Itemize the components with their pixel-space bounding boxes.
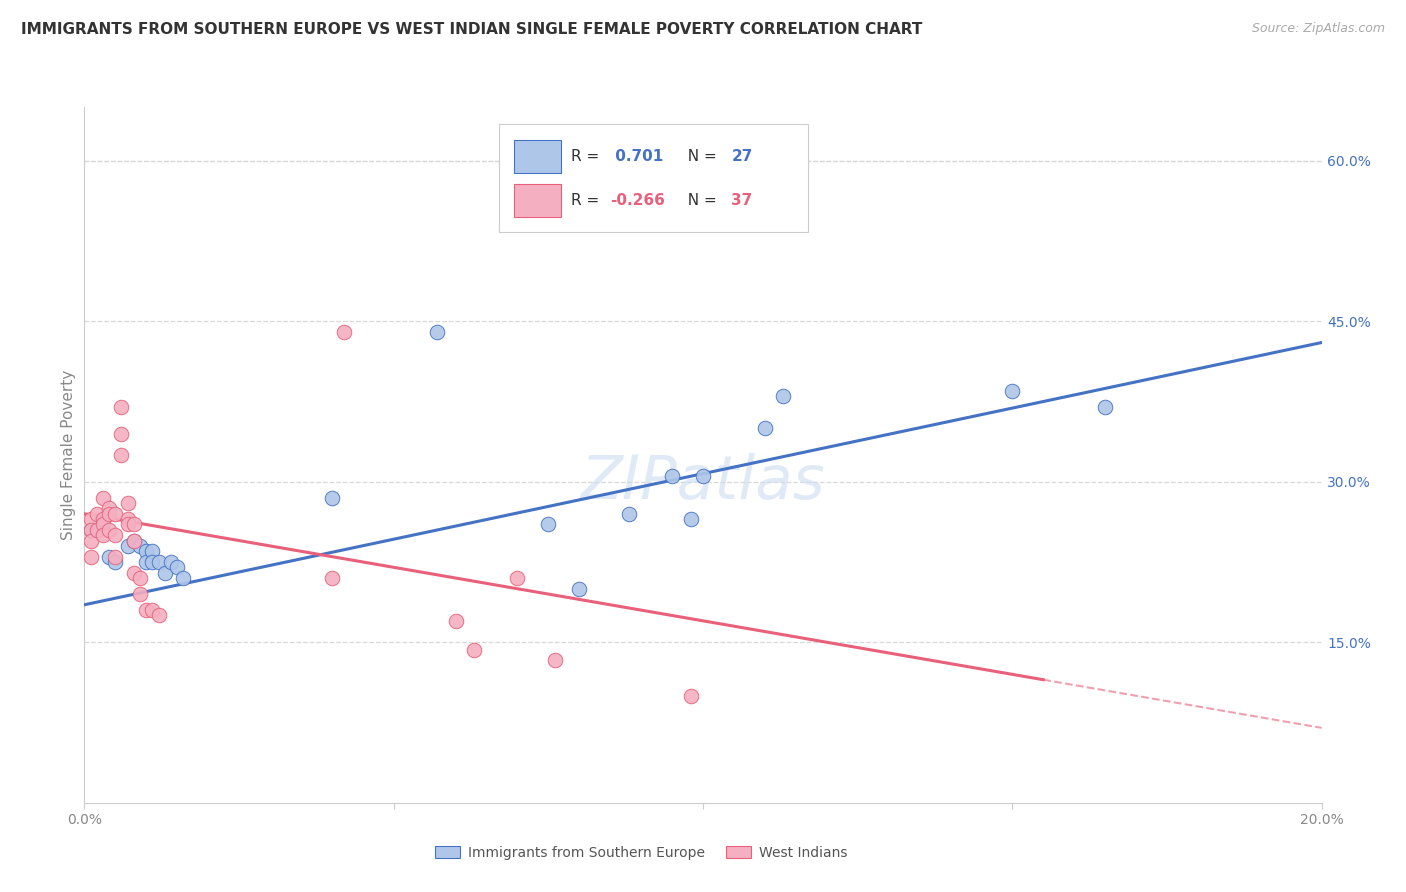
FancyBboxPatch shape: [513, 184, 561, 217]
Point: [117, 512, 139, 526]
Point: [543, 653, 565, 667]
Point: [617, 507, 640, 521]
Point: [1094, 400, 1116, 414]
Text: N =: N =: [678, 193, 721, 208]
Point: [98, 501, 121, 516]
Point: [444, 614, 467, 628]
Text: R =: R =: [571, 149, 603, 164]
Y-axis label: Single Female Poverty: Single Female Poverty: [60, 370, 76, 540]
Legend: Immigrants from Southern Europe, West Indians: Immigrants from Southern Europe, West In…: [429, 840, 853, 865]
Point: [463, 642, 485, 657]
Point: [91, 491, 114, 505]
Point: [129, 587, 152, 601]
Point: [117, 496, 139, 510]
Point: [141, 603, 163, 617]
Point: [568, 582, 591, 596]
Point: [141, 544, 163, 558]
Point: [79, 512, 101, 526]
Point: [1001, 384, 1024, 398]
Point: [104, 528, 127, 542]
Point: [141, 555, 163, 569]
Point: [91, 528, 114, 542]
FancyBboxPatch shape: [513, 140, 561, 173]
Text: -0.266: -0.266: [610, 193, 665, 208]
Point: [754, 421, 776, 435]
Point: [135, 603, 157, 617]
Point: [122, 533, 145, 548]
Point: [91, 512, 114, 526]
Text: 37: 37: [731, 193, 752, 208]
Point: [98, 507, 121, 521]
Text: 27: 27: [731, 149, 752, 164]
Point: [110, 448, 132, 462]
Point: [679, 512, 702, 526]
Point: [160, 555, 183, 569]
Point: [91, 517, 114, 532]
Point: [166, 560, 188, 574]
Point: [333, 325, 356, 339]
Point: [135, 555, 157, 569]
Point: [122, 533, 145, 548]
Point: [692, 469, 714, 483]
Point: [679, 689, 702, 703]
Point: [117, 517, 139, 532]
Text: N =: N =: [678, 149, 721, 164]
Point: [79, 533, 101, 548]
Point: [321, 571, 343, 585]
Point: [506, 571, 529, 585]
Point: [122, 566, 145, 580]
Point: [79, 523, 101, 537]
FancyBboxPatch shape: [499, 124, 808, 232]
Point: [148, 555, 170, 569]
Point: [79, 549, 101, 564]
Point: [172, 571, 194, 585]
Point: [98, 523, 121, 537]
Point: [86, 507, 108, 521]
Point: [104, 555, 127, 569]
Point: [321, 491, 343, 505]
Text: Source: ZipAtlas.com: Source: ZipAtlas.com: [1251, 22, 1385, 36]
Text: R =: R =: [571, 193, 603, 208]
Point: [110, 426, 132, 441]
Point: [772, 389, 794, 403]
Point: [79, 523, 101, 537]
Point: [110, 400, 132, 414]
Point: [104, 507, 127, 521]
Point: [129, 571, 152, 585]
Text: 0.701: 0.701: [610, 149, 664, 164]
Text: ZIPatlas: ZIPatlas: [581, 453, 825, 512]
Point: [117, 539, 139, 553]
Point: [537, 517, 560, 532]
Point: [661, 469, 683, 483]
Point: [153, 566, 176, 580]
Point: [98, 549, 121, 564]
Point: [426, 325, 449, 339]
Text: IMMIGRANTS FROM SOUTHERN EUROPE VS WEST INDIAN SINGLE FEMALE POVERTY CORRELATION: IMMIGRANTS FROM SOUTHERN EUROPE VS WEST …: [21, 22, 922, 37]
Point: [104, 549, 127, 564]
Point: [148, 608, 170, 623]
Point: [129, 539, 152, 553]
Point: [86, 523, 108, 537]
Point: [135, 544, 157, 558]
Point: [122, 517, 145, 532]
